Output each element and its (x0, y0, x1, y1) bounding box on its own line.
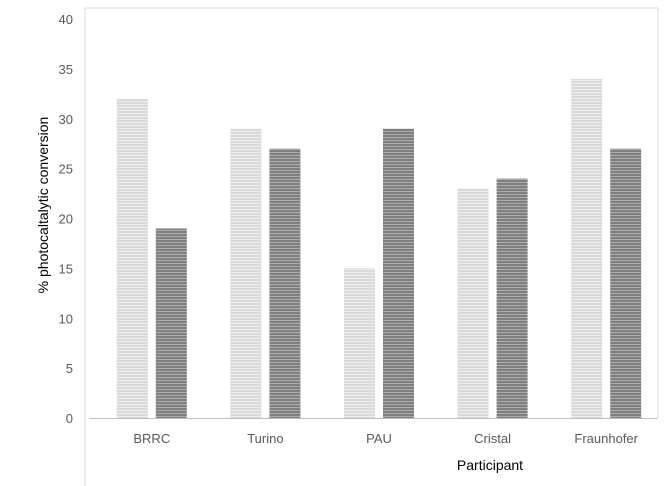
bar-fraunhofer-series-2 (610, 148, 642, 419)
bar-turino-series-2 (269, 148, 301, 419)
x-tick-label: Turino (247, 431, 283, 446)
bars-group (116, 78, 642, 419)
y-tick-label: 10 (59, 311, 73, 326)
x-axis-ticks: BRRC Turino PAU Cristal Fraunhofer (133, 431, 638, 446)
y-axis-title: % photocaltalytic conversion (35, 117, 51, 294)
bar-cristal-series-1 (457, 188, 489, 418)
bar-fraunhofer-series-1 (571, 78, 603, 418)
y-tick-label: 20 (59, 212, 73, 227)
y-tick-label: 25 (59, 162, 73, 177)
bar-turino-series-1 (230, 128, 262, 418)
x-tick-label: PAU (366, 431, 392, 446)
bar-pau-series-2 (383, 128, 414, 418)
y-tick-label: 0 (66, 411, 73, 426)
bar-brrc-series-1 (116, 98, 148, 419)
y-tick-label: 5 (66, 361, 73, 376)
x-tick-label: BRRC (133, 431, 170, 446)
y-tick-label: 15 (59, 261, 73, 276)
bar-pau-series-1 (344, 268, 375, 418)
y-tick-label: 35 (59, 62, 73, 77)
x-axis-title: Participant (457, 457, 523, 473)
bar-brrc-series-2 (155, 228, 187, 418)
x-tick-label: Fraunhofer (574, 431, 638, 446)
y-tick-label: 30 (59, 112, 73, 127)
bar-cristal-series-2 (496, 178, 528, 418)
x-tick-label: Cristal (474, 431, 511, 446)
y-tick-label: 40 (59, 12, 73, 27)
y-axis-ticks: 0 5 10 15 20 25 30 35 40 (59, 12, 73, 426)
